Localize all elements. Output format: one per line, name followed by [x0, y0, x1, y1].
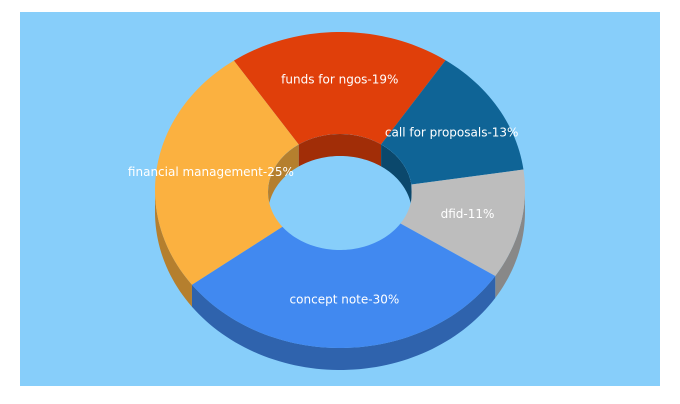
- slice: [155, 60, 299, 285]
- slice: [400, 169, 525, 276]
- slice-label: dfid-11%: [441, 207, 495, 221]
- slice-side: [495, 190, 525, 298]
- slice: [191, 223, 496, 348]
- slice-inner-side: [298, 134, 382, 167]
- slices: [155, 32, 525, 348]
- slice-inner-side: [381, 144, 412, 207]
- side-walls: [155, 190, 525, 370]
- slice-side: [191, 275, 496, 370]
- slice-label: financial management-25%: [128, 165, 294, 179]
- slice-label: call for proposals-13%: [385, 125, 519, 139]
- slice: [233, 32, 446, 145]
- inner-walls: [268, 134, 412, 214]
- slice: [381, 60, 524, 185]
- slice-inner-side: [268, 144, 299, 214]
- slice-label: concept note-30%: [290, 292, 400, 306]
- labels: funds for ngos-19% call for proposals-13%…: [128, 73, 519, 307]
- slice-label: funds for ngos-19%: [281, 73, 398, 87]
- slice-side: [155, 190, 192, 307]
